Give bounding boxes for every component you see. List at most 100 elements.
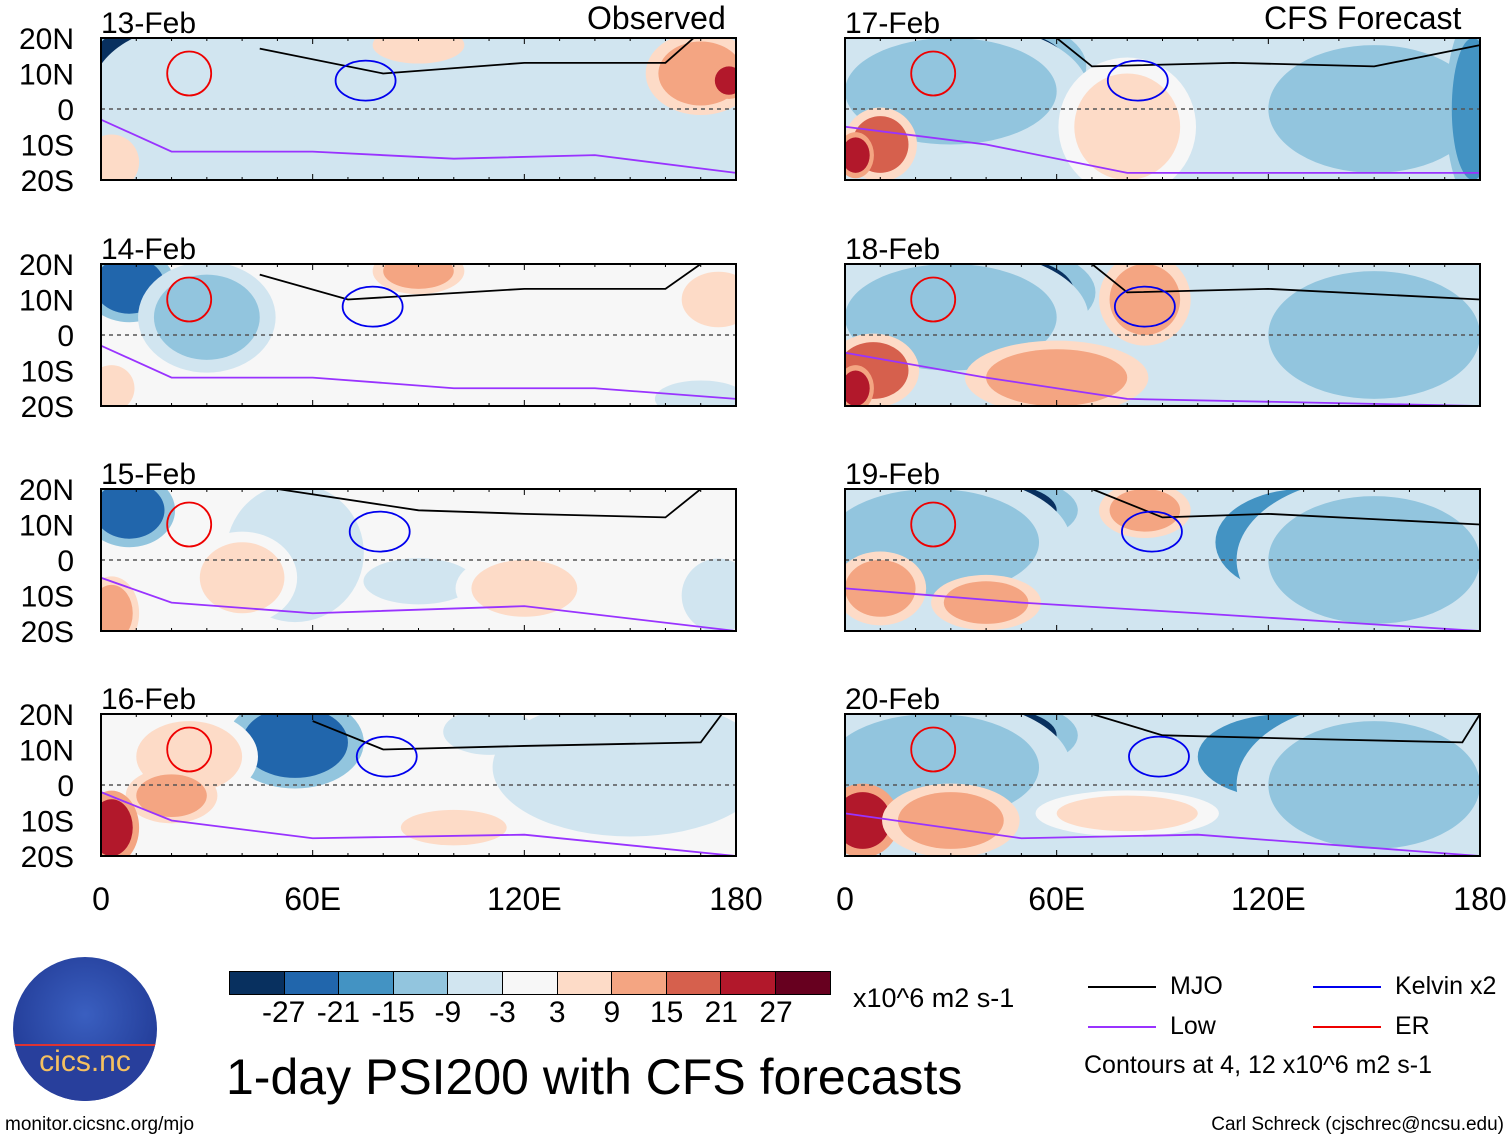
legend-mjo: MJO [1088,972,1223,1001]
psi-anomaly-region [101,370,130,406]
y-tick-label: 10N [19,59,74,92]
logo-text: cics.nc [39,1045,131,1078]
psi-anomaly-region [845,560,916,617]
author-credit: Carl Schreck (cjschrec@ncsu.edu) [1211,1114,1504,1135]
low-contour [845,587,1480,631]
colorbar-swatch [775,972,830,994]
psi-anomaly-region [524,714,736,821]
kelvin-contour [1113,285,1176,328]
psi-anomaly-region [897,792,1004,849]
psi-anomaly-region [845,137,870,173]
y-tick-label: 10S [21,581,74,614]
x-tick-label: 60E [284,881,341,917]
colorbar-swatch [502,972,558,994]
psi-anomaly-region [101,799,133,856]
kelvin-contour [1106,59,1169,102]
kelvin-contour [348,510,411,553]
panel-date: 19-Feb [845,458,940,491]
psi-anomaly-region [383,264,454,289]
x-tick-label: 120E [1231,881,1306,917]
mjo-contour [312,714,723,751]
colorbar-swatch [448,972,503,994]
er-contour [166,50,213,97]
psi-anomaly-region [943,581,1029,624]
mjo-contour [259,264,702,301]
y-tick-label: 0 [57,320,74,353]
colorbar-swatch [557,972,613,994]
legend-er: ER [1313,1012,1430,1041]
colorbar-swatch [666,972,722,994]
psi-anomaly-region [471,560,578,617]
low-contour [845,351,1480,406]
psi-anomaly-region [376,563,461,600]
low-contour [101,791,736,856]
mjo-contour [259,38,695,75]
er-contour [910,276,957,323]
low-contour [101,344,736,400]
colorbar-swatch [230,972,285,994]
psi-anomaly-region [986,349,1128,406]
panel-date: 18-Feb [845,233,940,266]
low-contour [845,125,1480,174]
map-panel: 20-Feb 0 60E 120E 180 [836,683,1507,917]
colorbar-swatch [393,972,449,994]
legend-label: Kelvin x2 [1395,972,1497,1000]
panel-date: 15-Feb [101,458,196,491]
kelvin-contour [334,59,397,102]
legend-low: Low [1088,1012,1216,1041]
legend-label: ER [1395,1012,1430,1040]
legend-label: MJO [1170,972,1223,1000]
colorbar-swatch [721,972,776,994]
logo: cics.nc [13,957,157,1101]
colorbar-label: 9 [603,996,621,1029]
legend-swatch [1313,985,1381,988]
psi-anomaly-region [199,542,285,614]
y-tick-label: 10N [19,510,74,543]
psi-anomaly-region [383,38,454,60]
kelvin-contour [355,735,418,778]
colorbar-label: 27 [759,996,793,1029]
site-url[interactable]: monitor.cicsnc.org/mjo [5,1114,195,1135]
map-panel: 18-Feb [844,233,1481,407]
er-contour [166,276,213,323]
units-label: x10^6 m2 s-1 [853,983,1015,1013]
er-contour [910,50,957,97]
legend-swatch [1313,1025,1381,1028]
y-tick-label: 20N [19,474,74,507]
colorbar-label: 3 [548,996,566,1029]
column-label-forecast: CFS Forecast [1264,0,1462,36]
y-tick-label: 20S [21,616,74,649]
x-tick-label: 0 [92,881,110,917]
x-tick-label: 120E [487,881,562,917]
colorbar-label: -9 [434,996,462,1029]
y-tick-label: 0 [57,545,74,578]
er-contour [166,726,213,773]
y-tick-label: 20S [21,841,74,874]
psi-anomaly-region [845,370,870,406]
mjo-contour [1091,714,1480,744]
psi-anomaly-region [118,38,296,145]
panel-date: 13-Feb [101,7,196,40]
psi-anomaly-region [714,66,736,95]
mjo-contour [1091,489,1480,526]
colorbar-swatch [284,972,340,994]
contour-note: Contours at 4, 12 x10^6 m2 s-1 [1084,1051,1433,1079]
mjo-contour [277,489,702,519]
colorbar-label: -3 [489,996,516,1029]
psi-anomaly-region [1056,795,1198,832]
y-tick-label: 0 [57,94,74,127]
y-tick-label: 20S [21,391,74,424]
colorbar [229,971,831,995]
kelvin-contour [341,285,404,328]
psi-anomaly-region [1109,264,1181,335]
mjo-contour [1056,38,1480,68]
er-contour [910,501,957,548]
y-tick-label: 20N [19,699,74,732]
panel-date: 14-Feb [101,233,196,266]
psi-anomaly-region [690,278,736,321]
y-tick-label: 0 [57,770,74,803]
psi-anomaly-region [1451,38,1480,180]
er-contour [166,501,213,548]
psi-anomaly-region [153,274,260,360]
